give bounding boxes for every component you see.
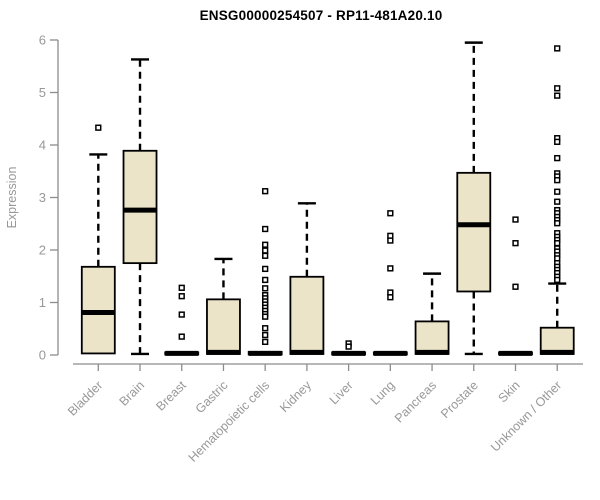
outlier-point [262, 276, 269, 284]
y-tick-label: 0 [39, 348, 46, 363]
outlier-point [554, 45, 561, 52]
x-tick-label: Breast [153, 378, 189, 414]
box-rect [456, 171, 492, 293]
y-tick-label: 3 [39, 190, 46, 205]
outlier-point [178, 293, 185, 300]
outlier-point [178, 311, 185, 318]
outlier-point [262, 325, 269, 332]
x-tick-label: Bladder [65, 378, 105, 418]
box-rect [289, 275, 325, 355]
outlier-point [262, 188, 269, 195]
outlier-point [554, 220, 561, 227]
outlier-point [554, 85, 561, 92]
box-rect [206, 298, 241, 355]
x-tick-label: Skin [496, 378, 523, 405]
y-tick-label: 4 [39, 138, 46, 153]
outlier-point [554, 240, 561, 247]
chart-title: ENSG00000254507 - RP11-481A20.10 [199, 8, 443, 23]
outlier-point [178, 284, 185, 291]
outlier-point [387, 237, 394, 244]
x-tick-label: Unknown / Other [488, 378, 564, 454]
x-tick-label: Hematopoietic cells [186, 378, 273, 465]
outlier-point [387, 210, 394, 217]
outlier-point [512, 216, 519, 223]
outlier-point [554, 198, 561, 205]
outlier-point [554, 138, 561, 145]
outlier-point [512, 240, 519, 247]
outlier-point [554, 188, 561, 195]
x-tick-label: Prostate [438, 378, 481, 421]
outlier-point [554, 92, 561, 99]
y-tick-label: 6 [39, 33, 46, 48]
outlier-point [554, 177, 561, 184]
outlier-point [262, 313, 269, 320]
y-tick-label: 5 [39, 85, 46, 100]
outlier-point [512, 283, 519, 290]
outlier-point [178, 333, 185, 340]
x-tick-label: Pancreas [392, 378, 439, 425]
outlier-point [387, 294, 394, 301]
outlier-point [554, 276, 561, 284]
outlier-point [262, 285, 269, 292]
y-tick-label: 2 [39, 243, 46, 258]
x-tick-label: Lung [368, 378, 398, 408]
x-tick-label: Gastric [193, 378, 231, 416]
outlier-point [262, 247, 269, 254]
outlier-point [345, 343, 352, 350]
outlier-point [95, 124, 102, 131]
outlier-point [387, 265, 394, 272]
x-tick-label: Liver [327, 378, 356, 407]
outlier-point [262, 338, 269, 346]
x-tick-label: Brain [117, 378, 148, 409]
x-tick-label: Kidney [277, 378, 314, 415]
y-axis-title: Expression [5, 167, 19, 229]
outlier-point [554, 154, 561, 162]
outlier-point [262, 241, 269, 248]
outlier-point [262, 225, 269, 233]
outlier-point [262, 252, 269, 259]
outlier-point [262, 265, 269, 273]
y-tick-label: 1 [39, 295, 46, 310]
box-rect [414, 320, 450, 355]
box-rect [122, 149, 158, 265]
outlier-point [262, 331, 269, 339]
